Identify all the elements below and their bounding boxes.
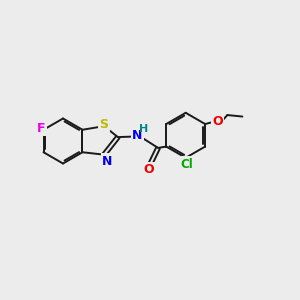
Text: S: S (100, 118, 109, 130)
Text: O: O (212, 115, 223, 128)
Text: N: N (102, 155, 112, 168)
Text: Cl: Cl (181, 158, 194, 171)
Text: O: O (144, 163, 154, 176)
Text: F: F (37, 122, 45, 135)
Text: H: H (140, 124, 148, 134)
Text: N: N (132, 129, 142, 142)
